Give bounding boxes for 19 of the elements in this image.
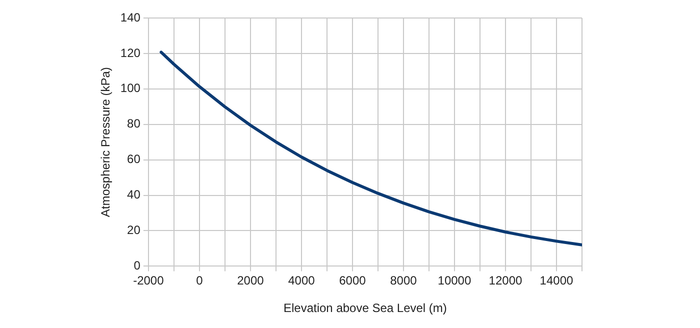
x-tick-label: 6000 <box>339 274 366 288</box>
x-tick-label: 14000 <box>540 274 574 288</box>
x-axis-title: Elevation above Sea Level (m) <box>283 301 447 316</box>
y-axis-title: Atmospheric Pressure (kPa) <box>98 67 113 218</box>
y-tick-label: 80 <box>127 116 141 131</box>
x-tick-label: 12000 <box>488 274 522 288</box>
y-tick-label: 100 <box>120 81 141 96</box>
y-tick-label: 0 <box>134 258 141 273</box>
y-tick-label: 120 <box>120 46 141 60</box>
y-tick-label: 20 <box>127 223 141 238</box>
x-tick-label: 8000 <box>390 274 418 288</box>
y-tick-label: 60 <box>127 152 141 166</box>
x-tick-label: 2000 <box>237 274 264 288</box>
y-tick-label: 140 <box>120 10 141 24</box>
x-tick-label: -2000 <box>133 274 164 288</box>
x-tick-label: 0 <box>196 274 204 288</box>
x-tick-label: 10000 <box>438 274 472 288</box>
y-tick-label: 40 <box>127 188 141 202</box>
x-tick-label: 4000 <box>288 274 316 288</box>
